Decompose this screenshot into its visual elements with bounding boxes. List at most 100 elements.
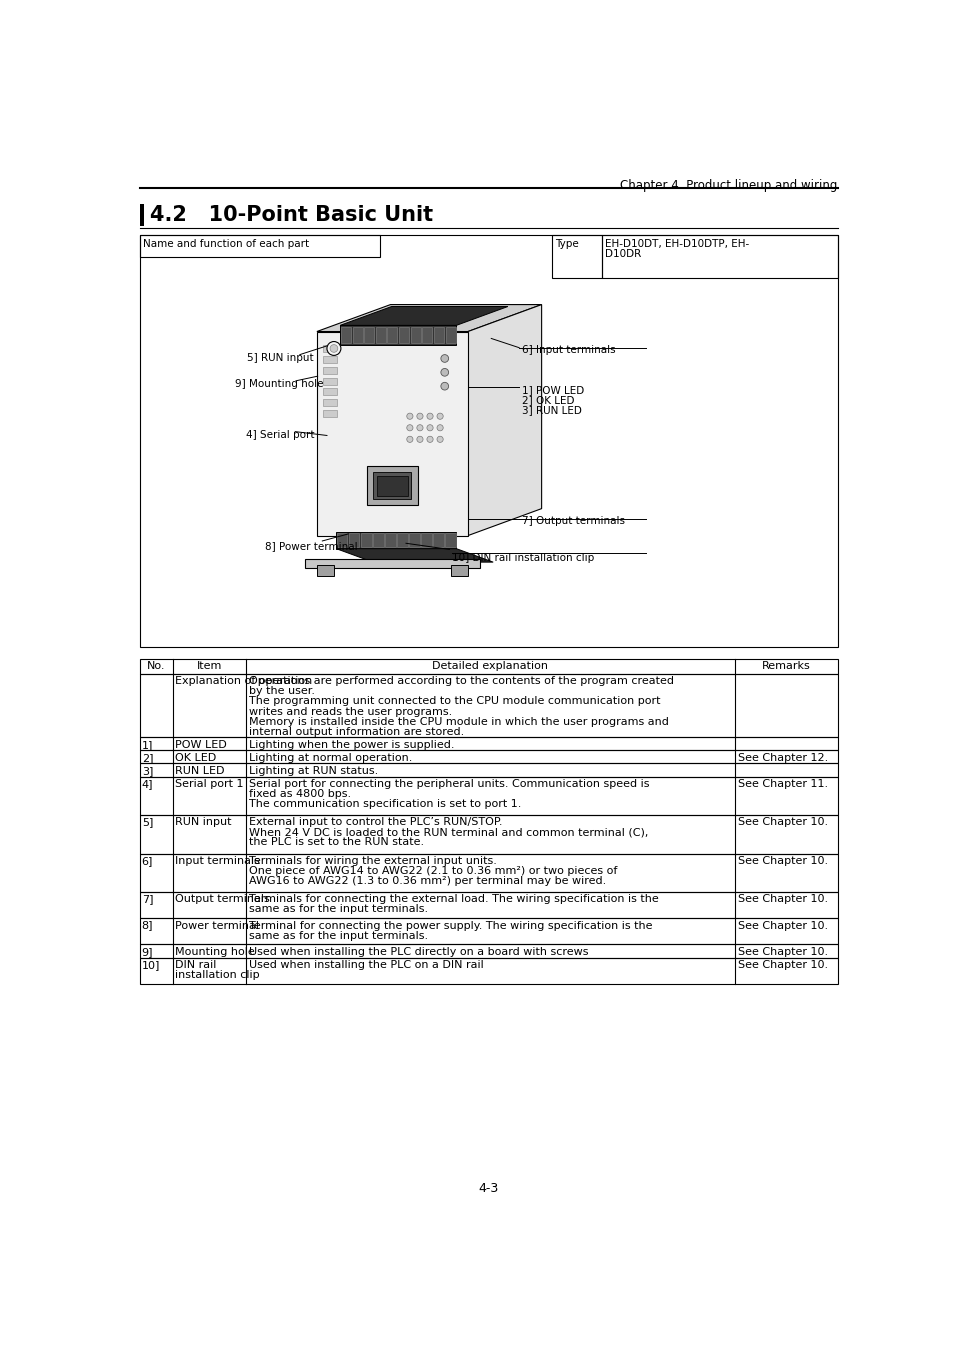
Bar [316,331,468,535]
Bar [323,346,336,353]
Text: See Chapter 11.: See Chapter 11. [737,780,827,789]
Text: No.: No. [147,661,166,671]
Text: Output terminals: Output terminals [174,894,270,904]
Bar [140,659,837,674]
Circle shape [436,436,443,442]
Text: Operations are performed according to the contents of the program created: Operations are performed according to th… [249,677,674,686]
Bar [396,534,407,547]
Text: 2] OK LED: 2] OK LED [521,394,574,405]
Text: installation clip: installation clip [174,970,259,979]
Text: Terminals for connecting the external load. The wiring specification is the: Terminals for connecting the external lo… [249,894,659,904]
Text: same as for the input terminals.: same as for the input terminals. [249,931,428,940]
Text: Detailed explanation: Detailed explanation [432,661,548,671]
Text: The communication specification is set to port 1.: The communication specification is set t… [249,798,521,809]
Text: Item: Item [196,661,222,671]
Text: Terminals for wiring the external input units.: Terminals for wiring the external input … [249,857,497,866]
Bar [140,815,837,854]
Text: Mounting hole: Mounting hole [174,947,254,957]
Text: Used when installing the PLC on a DIN rail: Used when installing the PLC on a DIN ra… [249,959,484,970]
Bar [349,534,359,547]
Text: internal output information are stored.: internal output information are stored. [249,727,464,736]
Text: See Chapter 12.: See Chapter 12. [737,753,827,763]
Bar [364,327,374,343]
Text: Used when installing the PLC directly on a board with screws: Used when installing the PLC directly on… [249,947,588,957]
Text: RUN LED: RUN LED [174,766,224,775]
Text: 9]: 9] [142,947,153,957]
Bar [551,235,601,277]
Text: When 24 V DC is loaded to the RUN terminal and common terminal (C),: When 24 V DC is loaded to the RUN termin… [249,827,648,838]
Text: See Chapter 10.: See Chapter 10. [737,959,827,970]
Text: 3]: 3] [142,766,152,775]
Bar [140,958,837,984]
Circle shape [440,369,448,376]
Text: Chapter 4  Product lineup and wiring: Chapter 4 Product lineup and wiring [619,180,837,192]
Text: 10] DIN rail installation clip: 10] DIN rail installation clip [452,553,594,562]
Text: Memory is installed inside the CPU module in which the user programs and: Memory is installed inside the CPU modul… [249,716,669,727]
Bar [316,565,334,576]
Bar [140,854,837,892]
Text: Lighting at RUN status.: Lighting at RUN status. [249,766,378,775]
Bar [398,327,409,343]
Text: 7]: 7] [142,894,153,904]
Polygon shape [335,549,493,562]
Text: 1]: 1] [142,739,152,750]
Bar [367,466,417,505]
Bar [335,532,456,549]
Bar [323,389,336,396]
Bar [360,534,371,547]
Polygon shape [468,304,541,535]
Circle shape [427,424,433,431]
Bar [323,400,336,407]
Text: fixed as 4800 bps.: fixed as 4800 bps. [249,789,352,798]
Text: See Chapter 10.: See Chapter 10. [737,947,827,957]
Bar [445,534,456,547]
Text: AWG16 to AWG22 (1.3 to 0.36 mm²) per terminal may be wired.: AWG16 to AWG22 (1.3 to 0.36 mm²) per ter… [249,875,606,886]
Bar [376,476,408,496]
Text: See Chapter 10.: See Chapter 10. [737,857,827,866]
Bar [323,378,336,385]
Text: 8]: 8] [142,920,153,931]
Text: External input to control the PLC’s RUN/STOP.: External input to control the PLC’s RUN/… [249,817,502,827]
Text: One piece of AWG14 to AWG22 (2.1 to 0.36 mm²) or two pieces of: One piece of AWG14 to AWG22 (2.1 to 0.36… [249,866,618,875]
Bar [409,534,419,547]
Text: See Chapter 10.: See Chapter 10. [737,920,827,931]
Circle shape [330,345,337,353]
Bar [140,763,837,777]
Bar [387,327,397,343]
Text: Explanation of operation: Explanation of operation [174,677,312,686]
Circle shape [440,354,448,362]
Bar [140,750,837,763]
Text: 4-3: 4-3 [478,1182,498,1196]
Text: 8] Power terminal: 8] Power terminal [265,540,357,551]
Circle shape [436,424,443,431]
Bar [140,738,837,750]
Text: 2]: 2] [142,753,153,763]
Circle shape [427,436,433,442]
Text: Serial port for connecting the peripheral units. Communication speed is: Serial port for connecting the periphera… [249,780,649,789]
Bar [140,204,144,226]
Bar [410,327,420,343]
Text: 5]: 5] [142,817,152,827]
Bar [340,327,351,343]
Bar [140,235,837,647]
Circle shape [416,413,422,419]
Text: by the user.: by the user. [249,686,315,697]
Polygon shape [316,304,541,331]
Bar [375,327,385,343]
Text: 6] Input terminals: 6] Input terminals [521,345,616,354]
Text: same as for the input terminals.: same as for the input terminals. [249,904,428,915]
Bar [140,944,837,958]
Bar [140,235,380,257]
Bar [323,411,336,417]
Text: POW LED: POW LED [174,739,227,750]
Bar [140,674,837,738]
Bar [385,534,395,547]
Circle shape [416,436,422,442]
Bar [140,892,837,919]
Text: Power terminal: Power terminal [174,920,259,931]
Circle shape [416,424,422,431]
Text: EH-D10DT, EH-D10DTP, EH-: EH-D10DT, EH-D10DTP, EH- [604,239,749,249]
Text: See Chapter 10.: See Chapter 10. [737,817,827,827]
Text: D10DR: D10DR [604,249,640,259]
Text: 3] RUN LED: 3] RUN LED [521,405,581,415]
